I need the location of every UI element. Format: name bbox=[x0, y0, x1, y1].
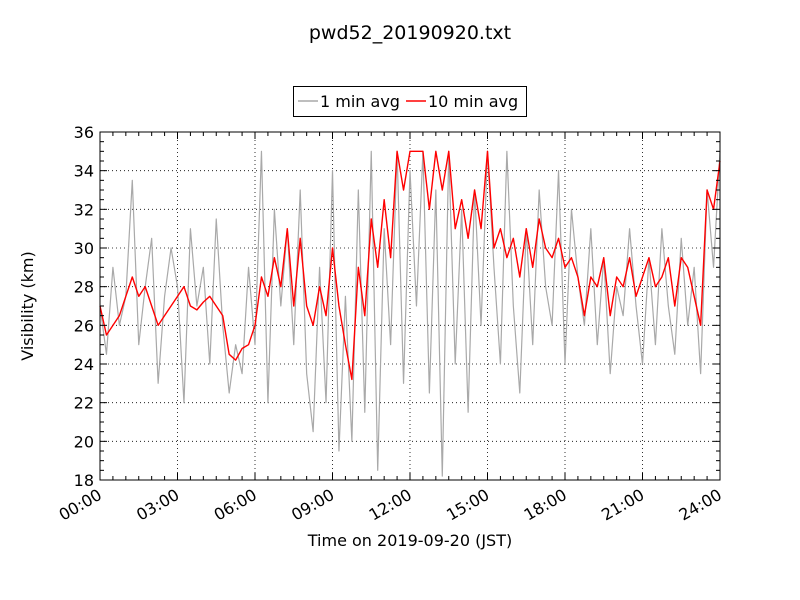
legend: 1 min avg 10 min avg bbox=[293, 86, 527, 117]
legend-label-1-min-avg: 1 min avg bbox=[320, 92, 400, 111]
y-tick-label: 34 bbox=[74, 162, 94, 181]
y-axis-label: Visibility (km) bbox=[18, 251, 37, 360]
y-tick-label: 22 bbox=[74, 394, 94, 413]
series-line-10-min-avg bbox=[99, 150, 721, 381]
chart-title: pwd52_20190920.txt bbox=[309, 22, 511, 44]
x-tick-label: 18:00 bbox=[521, 485, 570, 525]
series-line-1-min-avg bbox=[99, 150, 721, 477]
x-tick-label: 09:00 bbox=[288, 485, 337, 525]
x-tick-label: 24:00 bbox=[676, 485, 725, 525]
legend-label-10-min-avg: 10 min avg bbox=[428, 92, 518, 111]
series-layer bbox=[99, 150, 721, 477]
x-tick-label: 06:00 bbox=[211, 485, 260, 525]
x-tick-label: 12:00 bbox=[366, 485, 415, 525]
x-tick-label: 21:00 bbox=[598, 485, 647, 525]
ticks bbox=[99, 131, 721, 481]
y-tick-label: 32 bbox=[74, 200, 94, 219]
y-tick-label: 30 bbox=[74, 239, 94, 258]
y-tick-label: 18 bbox=[74, 471, 94, 490]
y-tick-label: 36 bbox=[74, 123, 94, 142]
x-tick-label: 03:00 bbox=[133, 485, 182, 525]
y-tick-label: 26 bbox=[74, 316, 94, 335]
x-axis-label: Time on 2019-09-20 (JST) bbox=[307, 531, 512, 550]
y-tick-label: 28 bbox=[74, 278, 94, 297]
plot-frame bbox=[99, 131, 721, 481]
y-tick-label: 20 bbox=[74, 432, 94, 451]
y-tick-label: 24 bbox=[74, 355, 94, 374]
x-tick-label: 00:00 bbox=[56, 485, 105, 525]
x-tick-label: 15:00 bbox=[443, 485, 492, 525]
